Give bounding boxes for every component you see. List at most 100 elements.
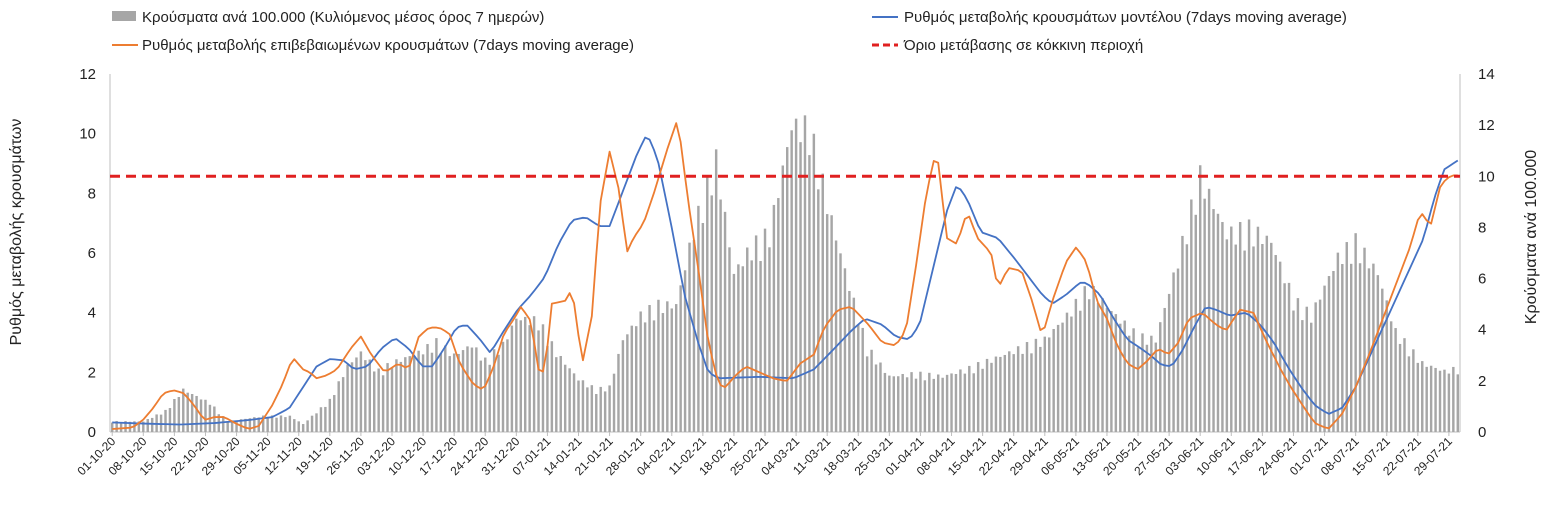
bar bbox=[417, 350, 420, 432]
bar bbox=[288, 415, 292, 432]
bar bbox=[1003, 354, 1007, 432]
bar bbox=[1016, 346, 1020, 432]
bar bbox=[763, 228, 767, 432]
bar bbox=[1349, 263, 1353, 432]
y-axis-left-title: Ρυθμός μεταβολής κρουσμάτων bbox=[8, 119, 25, 346]
y-left-tick-label: 2 bbox=[88, 364, 96, 381]
bar bbox=[1039, 346, 1042, 432]
bar bbox=[279, 415, 283, 432]
legend-label-model-line: Ρυθμός μεταβολής κρουσμάτων μοντέλου (7d… bbox=[904, 9, 1347, 26]
bar bbox=[497, 354, 500, 432]
bar bbox=[488, 364, 491, 432]
bar bbox=[1141, 333, 1144, 432]
bar bbox=[439, 353, 443, 432]
bar bbox=[1221, 222, 1224, 432]
bar bbox=[683, 270, 687, 432]
bar bbox=[1256, 226, 1260, 432]
y-right-tick-label: 0 bbox=[1478, 424, 1486, 441]
bar bbox=[1159, 322, 1162, 432]
bar bbox=[1052, 328, 1055, 432]
bar bbox=[612, 373, 616, 432]
bar bbox=[1367, 268, 1371, 432]
bar bbox=[639, 311, 642, 432]
bar bbox=[994, 356, 998, 432]
bar bbox=[1270, 242, 1273, 432]
bar bbox=[621, 340, 625, 432]
bar bbox=[1234, 244, 1237, 432]
bar bbox=[932, 378, 935, 432]
y-left-tick-label: 0 bbox=[88, 424, 96, 441]
bar bbox=[1238, 222, 1242, 432]
bar bbox=[1381, 288, 1384, 432]
bar bbox=[1056, 324, 1060, 432]
bar bbox=[870, 349, 873, 432]
bar bbox=[484, 357, 487, 432]
bar bbox=[1021, 353, 1024, 432]
bar bbox=[381, 375, 385, 432]
bar bbox=[452, 353, 456, 432]
bar bbox=[328, 398, 332, 432]
bar bbox=[230, 420, 234, 432]
bar bbox=[661, 313, 665, 432]
bar bbox=[883, 372, 887, 432]
bar bbox=[1096, 302, 1100, 432]
bar bbox=[1429, 365, 1433, 432]
bar bbox=[1438, 370, 1442, 432]
bar bbox=[350, 362, 354, 432]
bar bbox=[834, 240, 838, 432]
bar bbox=[1070, 316, 1073, 432]
bar bbox=[364, 360, 367, 432]
legend-swatch-cases-bar bbox=[112, 11, 136, 21]
bar bbox=[732, 273, 736, 432]
legend: Κρούσματα ανά 100.000 (Κυλιόμενος μέσος … bbox=[112, 9, 1347, 54]
bar bbox=[821, 173, 824, 432]
y-right-tick-label: 8 bbox=[1478, 219, 1486, 236]
bar bbox=[945, 374, 949, 432]
bar bbox=[173, 399, 176, 432]
bar bbox=[701, 223, 705, 432]
bar bbox=[657, 299, 660, 432]
legend-label-confirmed-line: Ρυθμός μεταβολής επιβεβαιωμένων κρουσμάτ… bbox=[142, 37, 634, 54]
bar bbox=[253, 417, 256, 432]
bar bbox=[1274, 255, 1277, 432]
bar bbox=[1376, 275, 1380, 432]
bar bbox=[1354, 233, 1357, 432]
bar bbox=[1247, 219, 1251, 432]
model-rate-line bbox=[112, 136, 1459, 426]
plot-area: 0246810120246810121401-10-2008-10-2015-1… bbox=[74, 66, 1494, 478]
bar bbox=[803, 115, 807, 432]
bar bbox=[244, 418, 247, 432]
bar bbox=[1296, 298, 1300, 432]
y-left-tick-label: 6 bbox=[88, 245, 96, 262]
bar bbox=[643, 322, 647, 432]
bar bbox=[1447, 373, 1451, 432]
bar bbox=[652, 320, 656, 432]
bar bbox=[164, 409, 167, 432]
bar bbox=[1119, 323, 1122, 432]
bar bbox=[1358, 263, 1362, 432]
bar bbox=[670, 308, 673, 432]
bar bbox=[1083, 286, 1086, 432]
bar bbox=[1407, 356, 1411, 432]
legend-label-threshold-line: Όριο μετάβασης σε κόκκινη περιοχή bbox=[903, 37, 1143, 54]
y-right-tick-label: 6 bbox=[1478, 271, 1486, 288]
bar bbox=[1385, 300, 1388, 432]
bar bbox=[861, 327, 864, 432]
y-right-tick-label: 14 bbox=[1478, 66, 1495, 83]
bar bbox=[1101, 298, 1104, 432]
bar bbox=[985, 358, 989, 432]
bar bbox=[1074, 298, 1078, 432]
bar bbox=[737, 264, 740, 432]
bar bbox=[1207, 188, 1211, 432]
bar bbox=[324, 406, 327, 432]
bar bbox=[528, 325, 531, 432]
bar bbox=[1043, 336, 1046, 432]
bar bbox=[341, 377, 345, 432]
bar bbox=[550, 341, 554, 432]
bar bbox=[466, 346, 469, 432]
bar bbox=[990, 362, 993, 432]
bar bbox=[373, 371, 376, 432]
y-left-tick-label: 12 bbox=[79, 66, 96, 83]
bar bbox=[333, 395, 336, 432]
bar bbox=[786, 147, 789, 432]
